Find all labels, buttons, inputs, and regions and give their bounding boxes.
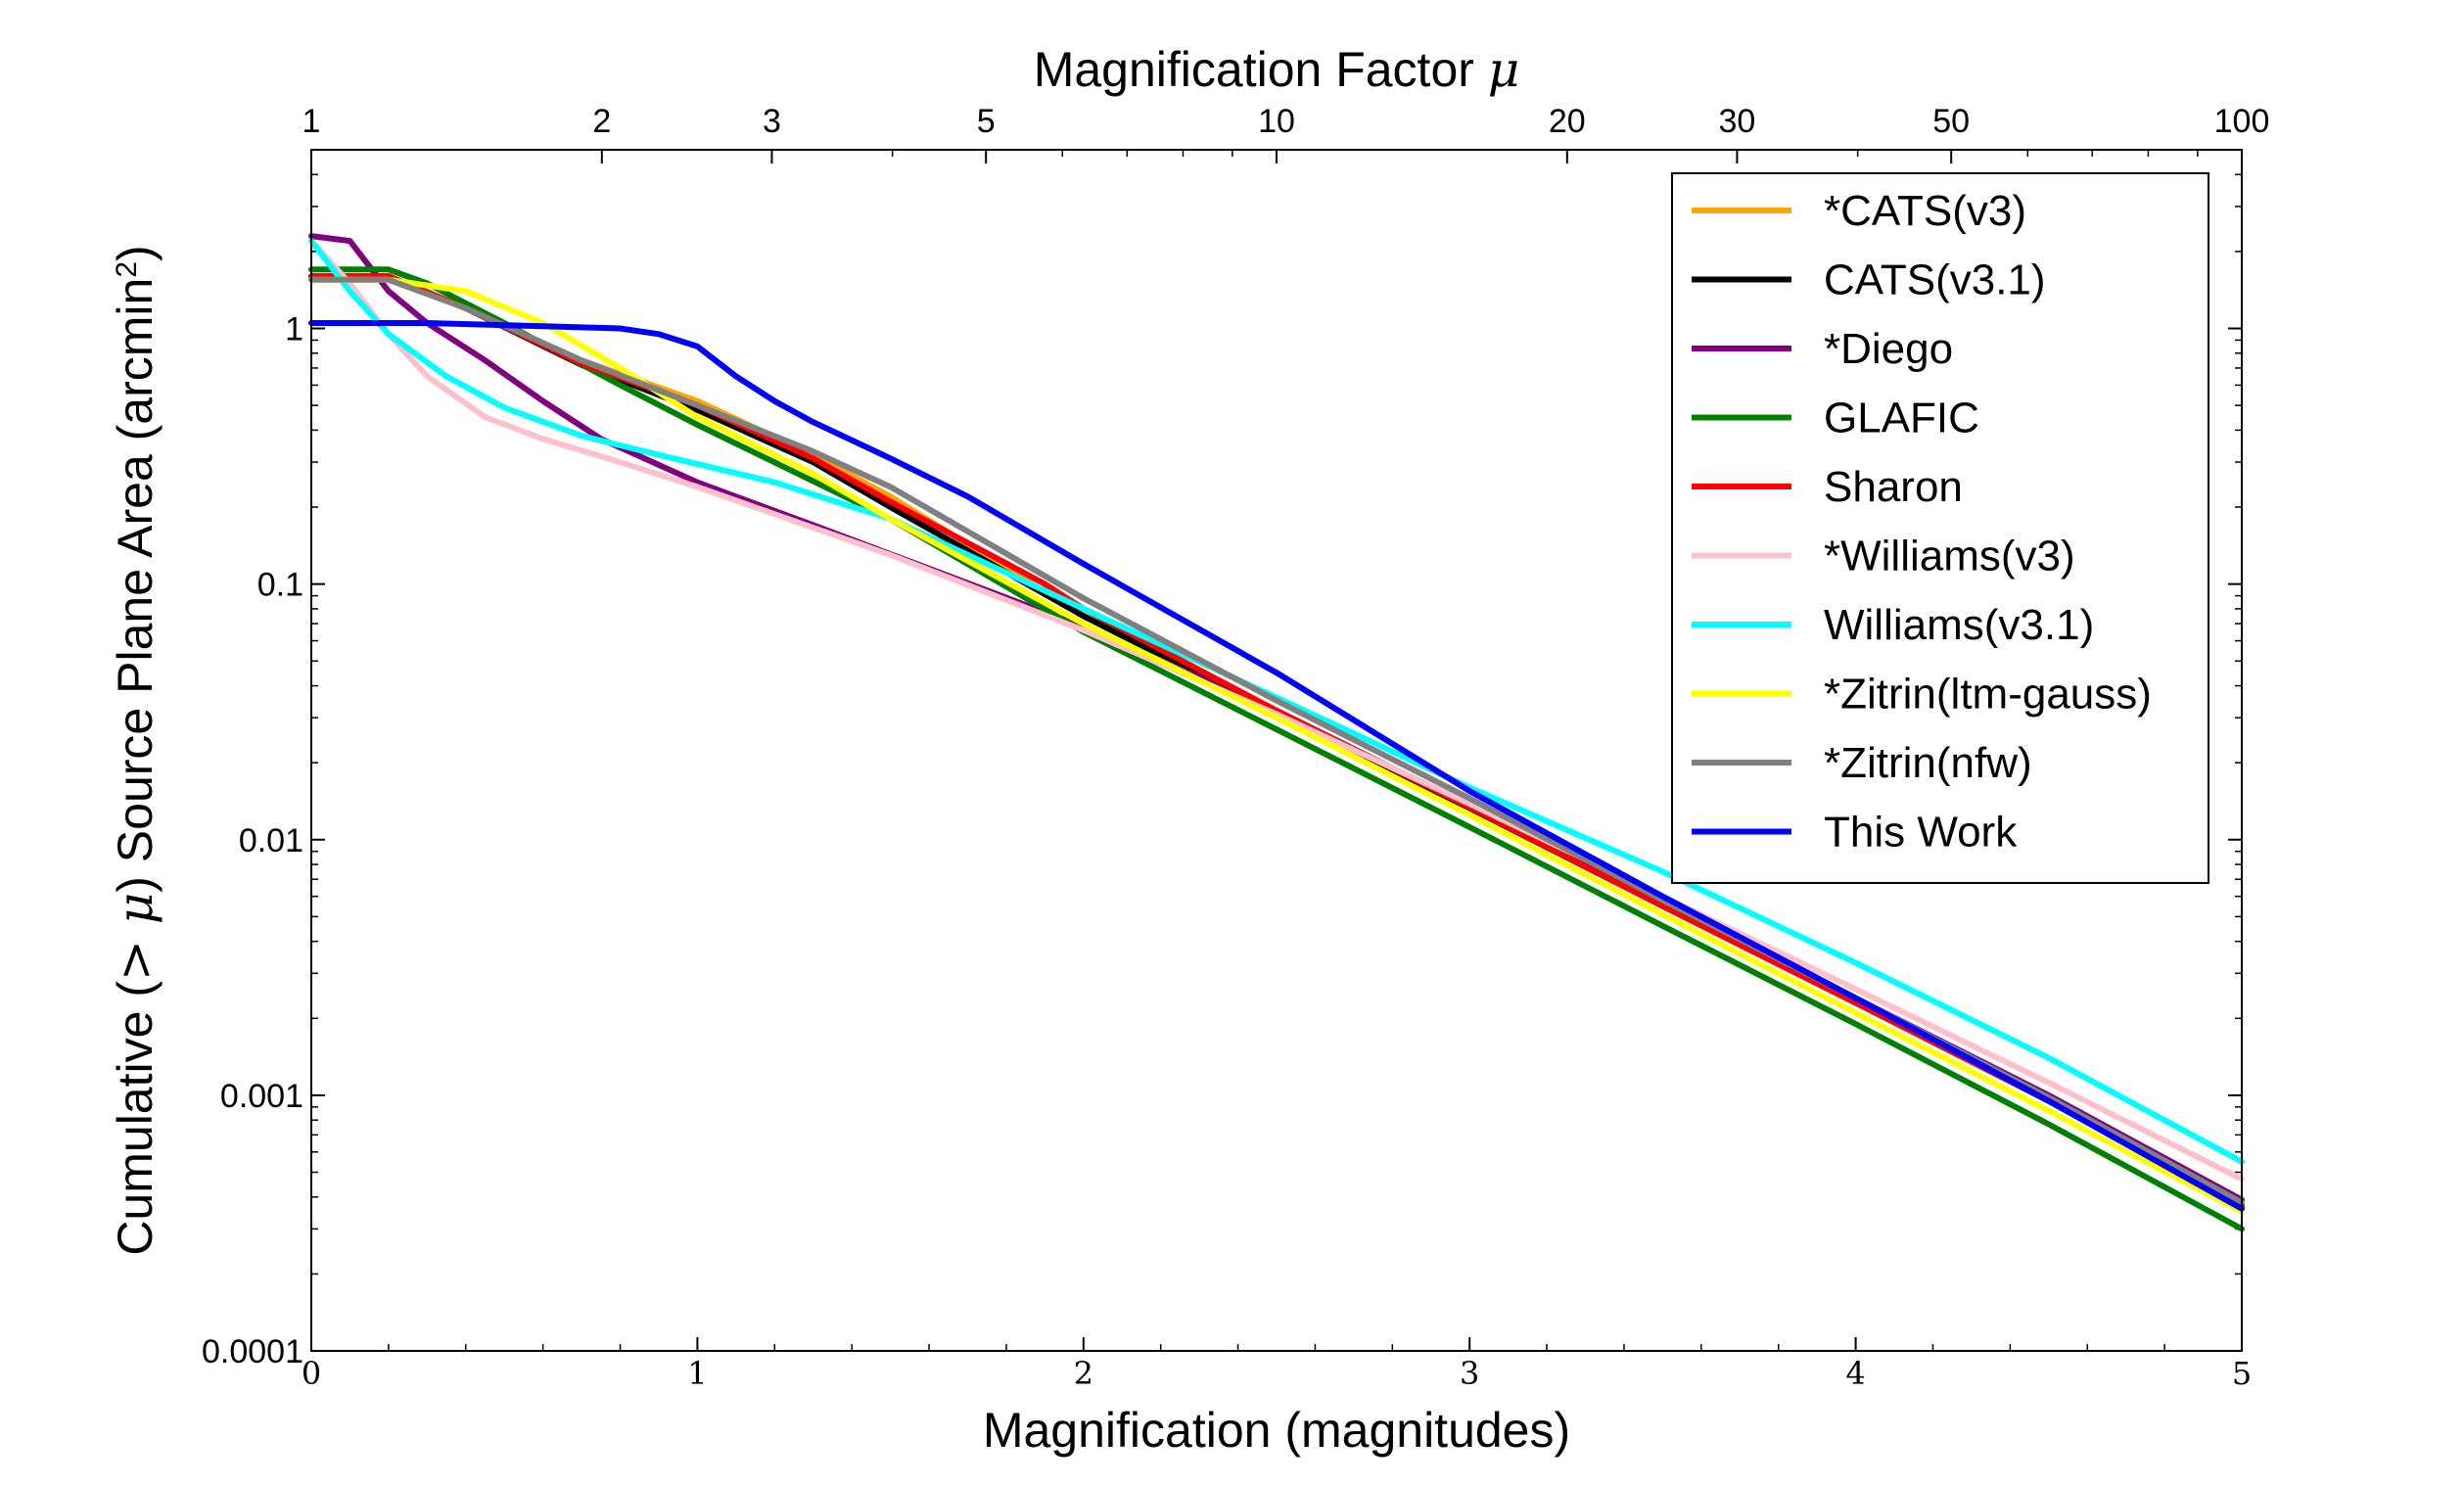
y-axis-title-superscript: 2 <box>111 261 143 278</box>
y-tick-label: 0.001 <box>220 1078 303 1115</box>
top-tick-label: 100 <box>2214 103 2270 140</box>
top-tick-label: 1 <box>302 103 321 140</box>
x-tick-label: 4 <box>1845 1355 1865 1392</box>
top-tick-label: 30 <box>1719 103 1756 140</box>
y-tick-label: 0.01 <box>239 822 303 859</box>
y-axis-title-mu: > μ <box>107 893 163 981</box>
top-tick-label: 3 <box>763 103 781 140</box>
tick-labels: 0 1 2 3 4 5 0.0001 0.001 0.01 0.1 1 1 2 3 5 10 20 30 50 100 <box>202 103 2269 1392</box>
legend-label: *Williams(v3) <box>1824 533 2075 580</box>
legend-label: This Work <box>1824 809 2018 857</box>
y-axis-title: Cumulative (> μ) Source Plane Area (arcm… <box>107 245 163 1255</box>
plot-frame <box>310 149 2243 1352</box>
series-lines <box>308 233 2245 1232</box>
x-tick-label: 3 <box>1460 1355 1479 1392</box>
series-line-5 <box>308 238 2245 1183</box>
y-tick-label: 1 <box>285 311 303 348</box>
legend-label: *Zitrin(ltm-gauss) <box>1824 671 2152 719</box>
legend-label: *CATS(v3) <box>1824 187 2026 235</box>
legend-label: Williams(v3.1) <box>1824 601 2094 649</box>
legend-label: CATS(v3.1) <box>1824 256 2046 304</box>
top-tick-label: 2 <box>592 103 611 140</box>
legend-label: *Diego <box>1824 325 1953 373</box>
legend-label: *Zitrin(nfw) <box>1824 739 2032 787</box>
legend: *CATS(v3) CATS(v3.1) *Diego GLAFIC Sharon *Wi… <box>1671 172 2209 884</box>
top-tick-label: 50 <box>1932 103 1970 140</box>
legend-label: GLAFIC <box>1824 394 1979 442</box>
top-tick-label: 10 <box>1258 103 1295 140</box>
y-tick-label: 0.0001 <box>202 1333 303 1370</box>
top-axis-mu-symbol: μ <box>1488 41 1520 98</box>
y-axis-title-part-1: Cumulative ( <box>108 981 163 1256</box>
y-axis-title-part-3: ) <box>108 245 163 261</box>
x-tick-label: 5 <box>2232 1355 2252 1392</box>
legend-label: Sharon <box>1824 463 1963 511</box>
series-line-6 <box>308 238 2245 1165</box>
x-axis-title: Magnification (magnitudes) <box>983 1403 1570 1458</box>
top-tick-label: 5 <box>977 103 996 140</box>
top-axis-title-text: Magnification Factor <box>1034 42 1488 97</box>
top-axis-title: Magnification Factor μ <box>1034 41 1520 98</box>
y-tick-label: 0.1 <box>257 567 303 604</box>
series-line-7 <box>308 276 2245 1215</box>
x-tick-label: 0 <box>302 1355 321 1392</box>
top-tick-label: 20 <box>1549 103 1586 140</box>
x-tick-label: 1 <box>687 1355 707 1392</box>
y-axis-title-part-2: ) Source Plane Area (arcmin <box>108 278 163 893</box>
series-line-9 <box>308 320 2245 1212</box>
x-tick-label: 2 <box>1074 1355 1093 1392</box>
